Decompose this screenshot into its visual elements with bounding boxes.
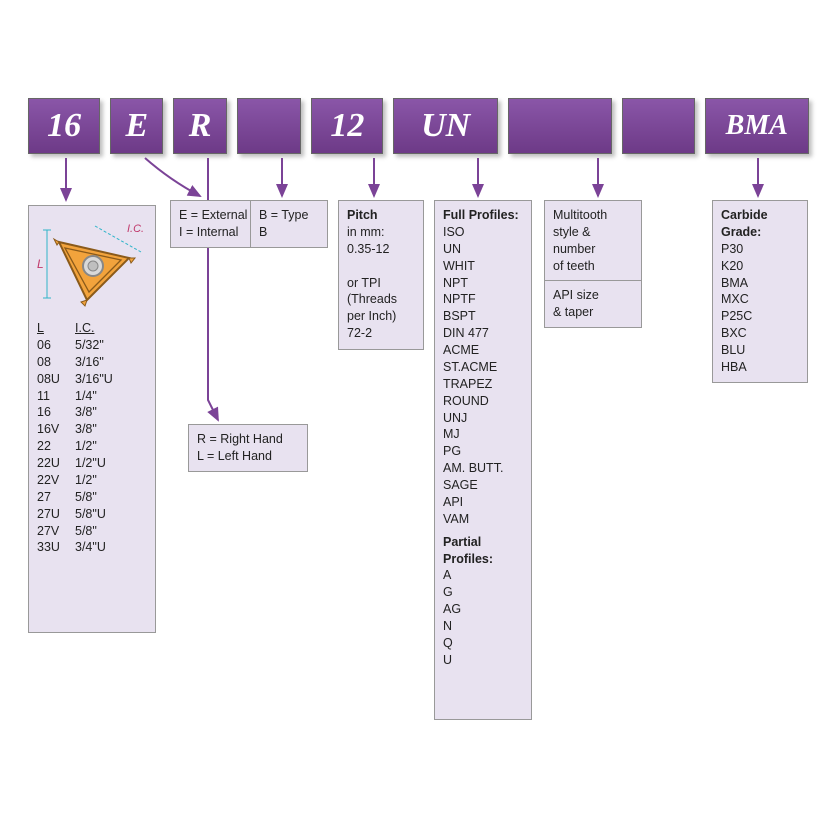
size-row: 065/32" — [37, 337, 147, 354]
hand-box: R = Right HandL = Left Hand — [188, 424, 308, 472]
size-row: 27U5/8"U — [37, 506, 147, 523]
size-box: I.C. L L I.C. 065/32"083/16"08U3/16"U111… — [28, 205, 156, 633]
header-code-4: 12 — [311, 98, 383, 154]
header-code-6 — [508, 98, 612, 154]
ic-dim-label: I.C. — [127, 223, 144, 235]
size-row: 27V5/8" — [37, 523, 147, 540]
api-box: API size& taper — [544, 280, 642, 328]
pitch-box: Pitchin mm:0.35-12 or TPI(Threadsper Inc… — [338, 200, 424, 350]
profiles-box: Full Profiles:ISOUNWHITNPTNPTFBSPTDIN 47… — [434, 200, 532, 720]
insert-diagram: I.C. L — [37, 214, 147, 314]
size-row: 163/8" — [37, 404, 147, 421]
size-row: 221/2" — [37, 438, 147, 455]
size-row: 08U3/16"U — [37, 371, 147, 388]
size-row: 22V1/2" — [37, 472, 147, 489]
header-code-5: UN — [393, 98, 497, 154]
size-table: L I.C. 065/32"083/16"08U3/16"U111/4"163/… — [37, 320, 147, 556]
code-header-row: 16ER 12UN BMA — [28, 98, 809, 154]
grade-box: Carbide Grade:P30K20BMAMXCP25CBXCBLUHBA — [712, 200, 808, 383]
header-code-0: 16 — [28, 98, 100, 154]
l-dim-label: L — [37, 257, 44, 271]
size-row: 111/4" — [37, 388, 147, 405]
size-row: 083/16" — [37, 354, 147, 371]
size-row: 22U1/2"U — [37, 455, 147, 472]
size-row: 16V3/8" — [37, 421, 147, 438]
header-code-1: E — [110, 98, 163, 154]
size-col-L: L — [37, 320, 75, 337]
multitooth-box: Multitoothstyle &numberof teeth — [544, 200, 642, 282]
header-code-2: R — [173, 98, 226, 154]
header-code-3 — [237, 98, 302, 154]
size-col-IC: I.C. — [75, 320, 137, 337]
header-code-7 — [622, 98, 694, 154]
type-b-box: B = Type B — [250, 200, 328, 248]
size-row: 275/8" — [37, 489, 147, 506]
header-code-8: BMA — [705, 98, 809, 154]
size-row: 33U3/4"U — [37, 539, 147, 556]
